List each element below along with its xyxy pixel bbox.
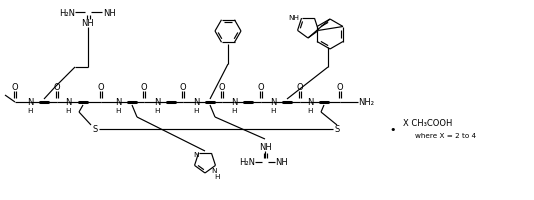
Text: where X = 2 to 4: where X = 2 to 4: [415, 132, 476, 138]
Text: •: •: [390, 124, 396, 134]
Text: O: O: [258, 83, 264, 92]
Text: NH: NH: [82, 19, 95, 28]
Text: O: O: [297, 83, 303, 92]
Text: N: N: [65, 98, 71, 107]
Text: N: N: [27, 98, 33, 107]
Text: N: N: [211, 167, 217, 173]
Text: O: O: [179, 83, 186, 92]
Text: S: S: [92, 125, 98, 134]
Text: N: N: [154, 98, 160, 107]
Text: O: O: [98, 83, 104, 92]
Text: O: O: [12, 83, 18, 92]
Text: N: N: [193, 151, 199, 157]
Text: NH: NH: [288, 15, 299, 21]
Text: N: N: [115, 98, 121, 107]
Text: O: O: [219, 83, 225, 92]
Text: N: N: [270, 98, 276, 107]
Text: S: S: [334, 125, 340, 134]
Text: O: O: [54, 83, 60, 92]
Text: H₂N: H₂N: [59, 8, 75, 17]
Text: H: H: [193, 107, 199, 113]
Text: H: H: [214, 173, 220, 179]
Text: O: O: [337, 83, 343, 92]
Text: H: H: [27, 107, 33, 113]
Text: H: H: [154, 107, 160, 113]
Text: NH: NH: [103, 8, 116, 17]
Text: X CH₃COOH: X CH₃COOH: [403, 119, 452, 128]
Text: H: H: [231, 107, 237, 113]
Text: N: N: [193, 98, 199, 107]
Text: N: N: [231, 98, 237, 107]
Text: NH: NH: [258, 143, 271, 152]
Text: H₂N: H₂N: [239, 158, 255, 167]
Text: H: H: [307, 107, 313, 113]
Text: H: H: [270, 107, 276, 113]
Text: N: N: [307, 98, 313, 107]
Text: NH₂: NH₂: [358, 98, 374, 107]
Text: O: O: [140, 83, 147, 92]
Text: NH: NH: [275, 158, 288, 167]
Text: H: H: [115, 107, 121, 113]
Text: H: H: [65, 107, 70, 113]
